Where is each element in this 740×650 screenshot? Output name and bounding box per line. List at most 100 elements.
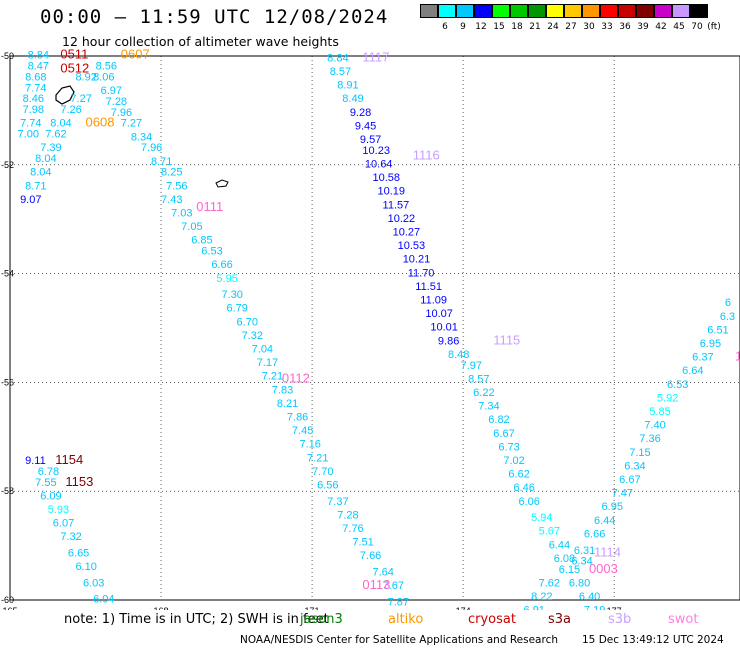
wave-height-value: 7.36 bbox=[639, 433, 660, 445]
wave-height-value: 11.57 bbox=[383, 199, 410, 211]
wave-height-value: 6.10 bbox=[75, 561, 96, 573]
wave-height-value: 6.34 bbox=[571, 556, 592, 568]
wave-height-value: 5.94 bbox=[531, 512, 552, 524]
wave-height-value: 7.87 bbox=[388, 596, 409, 608]
wave-height-value: 7.34 bbox=[478, 401, 499, 413]
wave-height-value: 8.84 bbox=[28, 50, 49, 62]
wave-height-value: 7.74 bbox=[25, 82, 46, 94]
wave-height-value: 7.67 bbox=[383, 580, 404, 592]
wave-height-value: 8.04 bbox=[50, 118, 71, 130]
wave-height-value: 6.3 bbox=[720, 311, 735, 323]
wave-height-value: 7.96 bbox=[111, 107, 132, 119]
wave-height-value: 7.39 bbox=[40, 142, 61, 154]
map-subtitle: 12 hour collection of altimeter wave hei… bbox=[62, 34, 339, 49]
wave-height-value: 8.46 bbox=[23, 93, 44, 105]
wave-height-value: 9.11 bbox=[25, 455, 46, 467]
wave-height-value: 7.97 bbox=[461, 360, 482, 372]
wave-height-value: 10.01 bbox=[430, 322, 458, 334]
legend-swatch bbox=[420, 4, 438, 18]
pass-time-label: 1114 bbox=[594, 544, 621, 559]
pass-time-label: 1153 bbox=[65, 474, 93, 489]
wave-height-value: 7.00 bbox=[18, 129, 39, 141]
legend-label: 18 bbox=[511, 22, 523, 32]
wave-height-value: 6.03 bbox=[83, 577, 104, 589]
wave-height-value: 6.06 bbox=[518, 496, 539, 508]
legend-swatch bbox=[456, 4, 474, 18]
wave-height-value: 10.27 bbox=[393, 227, 421, 239]
wave-height-value: 9.57 bbox=[360, 134, 381, 146]
satellite-label: s3b bbox=[608, 612, 632, 627]
pass-time-label: 1115 bbox=[493, 332, 520, 347]
wave-height-value: 7.64 bbox=[372, 567, 393, 579]
latitude-label: -58 bbox=[1, 486, 14, 496]
wave-height-value: 7.76 bbox=[342, 523, 363, 535]
wave-height-value: 7.05 bbox=[181, 221, 202, 233]
credit-line: NOAA/NESDIS Center for Satellite Applica… bbox=[240, 634, 558, 646]
wave-height-value: 11.70 bbox=[408, 267, 435, 279]
campbell-island-landmass bbox=[215, 179, 229, 188]
wave-height-value: 10.23 bbox=[362, 145, 390, 157]
wave-height-value: 6.79 bbox=[226, 303, 247, 315]
legend-swatch bbox=[474, 4, 492, 18]
wave-height-value: 8.68 bbox=[25, 71, 46, 83]
wave-height-value: 9.45 bbox=[355, 120, 376, 132]
pass-time-label: 1117 bbox=[362, 49, 389, 64]
wave-height-value: 7.62 bbox=[45, 129, 66, 141]
wave-height-value: 7.98 bbox=[23, 104, 44, 116]
wave-height-value: 7.19 bbox=[584, 605, 605, 610]
wave-height-map: 165168171174177-50-52-54-56-58-608.848.4… bbox=[1, 47, 740, 610]
wave-height-value: 5.92 bbox=[657, 392, 678, 404]
wave-height-value: 6.91 bbox=[524, 605, 545, 610]
wave-height-value: 7.28 bbox=[337, 509, 358, 521]
wave-height-value: 8.71 bbox=[151, 156, 172, 168]
wave-height-value: 11.51 bbox=[415, 281, 442, 293]
wave-height-value: 6.80 bbox=[569, 577, 590, 589]
wave-height-value: 7.28 bbox=[106, 96, 127, 108]
satellite-label: swot bbox=[668, 612, 699, 627]
wave-height-value: 10.58 bbox=[372, 172, 400, 184]
wave-height-value: 6 bbox=[725, 297, 731, 309]
longitude-label: 168 bbox=[154, 606, 169, 610]
wave-height-value: 6.70 bbox=[237, 316, 258, 328]
wave-height-value: 7.56 bbox=[166, 180, 187, 192]
wave-height-value: 8.21 bbox=[277, 398, 298, 410]
wave-height-value: 7.04 bbox=[252, 343, 273, 355]
wave-height-value: 10.22 bbox=[388, 213, 416, 225]
wave-height-value: 9.86 bbox=[438, 335, 459, 347]
wave-height-value: 7.37 bbox=[327, 496, 348, 508]
wave-height-value: 6.65 bbox=[68, 547, 89, 559]
legend-label: 21 bbox=[529, 22, 541, 32]
wave-height-value: 7.47 bbox=[612, 488, 633, 500]
legend-swatch bbox=[654, 4, 672, 18]
legend-label: 39 bbox=[637, 22, 649, 32]
wave-height-value: 6.62 bbox=[508, 469, 529, 481]
pass-time-label: 0111 bbox=[196, 199, 223, 214]
wave-height-value: 8.57 bbox=[468, 373, 489, 385]
wave-height-value: 6.08 bbox=[554, 553, 575, 565]
wave-height-value: 8.56 bbox=[96, 61, 117, 73]
wave-height-value: 5.93 bbox=[48, 504, 69, 516]
satellite-label: jason3 bbox=[300, 612, 343, 627]
legend-swatch bbox=[600, 4, 618, 18]
legend-label: 6 bbox=[442, 22, 448, 32]
wave-height-value: 6.07 bbox=[53, 518, 74, 530]
wave-height-value: 6.44 bbox=[549, 539, 570, 551]
pass-time-label: 0512 bbox=[60, 60, 89, 75]
wave-height-value: 6.09 bbox=[40, 490, 61, 502]
legend-swatch bbox=[690, 4, 708, 18]
wave-height-value: 6.73 bbox=[498, 441, 519, 453]
wave-height-value: 7.32 bbox=[60, 531, 81, 543]
pass-time-label: 0003 bbox=[589, 561, 618, 576]
legend-swatch bbox=[492, 4, 510, 18]
wave-height-value: 10.19 bbox=[378, 186, 406, 198]
wave-height-value: 6.95 bbox=[602, 501, 623, 513]
wave-height-value: 7.66 bbox=[360, 550, 381, 562]
wave-height-value: 8.48 bbox=[448, 349, 469, 361]
wave-height-value: 7.03 bbox=[171, 207, 192, 219]
legend-label: 42 bbox=[655, 22, 667, 32]
wave-height-value: 6.95 bbox=[700, 338, 721, 350]
wave-height-value: 7.21 bbox=[262, 371, 283, 383]
wave-height-value: 6.40 bbox=[579, 591, 600, 603]
wave-height-value: 6.53 bbox=[667, 379, 688, 391]
wave-height-value: 7.83 bbox=[272, 384, 293, 396]
